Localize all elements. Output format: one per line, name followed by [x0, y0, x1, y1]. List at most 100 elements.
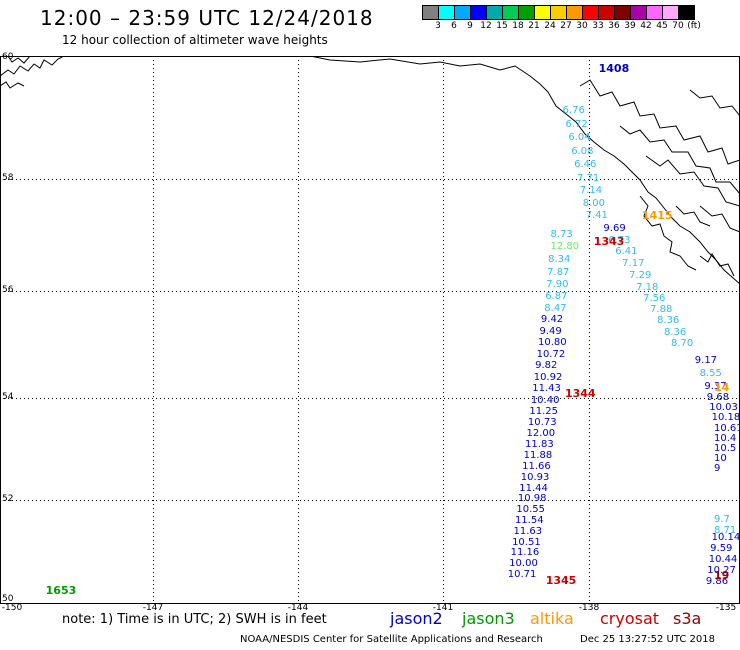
wave-height-value: 6.04	[568, 132, 591, 144]
legend-swatch	[422, 5, 439, 20]
wave-height-value: 7.87	[547, 266, 570, 278]
wave-height-value: 10.61	[714, 422, 740, 434]
legend-swatch-label: 70	[672, 21, 684, 31]
legend-s3a: s3a	[673, 609, 702, 628]
legend-swatch	[438, 5, 455, 20]
wave-height-value: 10.27	[707, 564, 736, 576]
wave-height-value: 7.41	[585, 209, 608, 221]
color-legend-labels: 3 6 9 12 15 18 21 24 27 30 33 36 39 42 45 70 (ft)	[422, 21, 740, 35]
wave-height-value: 11.25	[529, 405, 559, 417]
wave-height-value: 6.08	[571, 145, 594, 157]
wave-height-value: 9.7	[714, 514, 730, 525]
wave-height-value: 10.80	[538, 337, 567, 349]
wave-height-value: 10.4	[714, 432, 737, 444]
timestamp: Dec 25 13:27:52 UTC 2018	[580, 634, 715, 645]
wave-height-value: 8.73	[550, 229, 573, 240]
lat-label: 50	[2, 594, 14, 604]
lon-label: -144	[287, 603, 309, 613]
wave-height-value: 7.18	[636, 281, 659, 293]
legend-swatch	[486, 5, 503, 20]
coastline-kenai	[0, 56, 65, 89]
wave-height-value: 7.90	[546, 278, 569, 290]
wave-height-value: 9.69	[603, 223, 626, 235]
wave-height-value: 11.88	[523, 449, 553, 461]
coastline-islands	[639, 195, 735, 277]
wave-height-value: 8.71	[714, 525, 737, 536]
wave-height-value: 8.34	[548, 254, 571, 266]
lat-label: 58	[2, 173, 14, 183]
legend-swatch	[454, 5, 471, 20]
wave-height-value: 10.51	[512, 536, 541, 548]
wave-height-value: 11.63	[513, 525, 543, 537]
wave-height-value: 7.71	[576, 173, 600, 184]
wave-height-value: 6.76	[562, 105, 585, 117]
pass-time-label: 1653	[45, 584, 77, 597]
wave-height-value: 7.17	[622, 258, 645, 270]
wave-height-value: 7.14	[579, 185, 603, 197]
wave-height-value: 10.00	[509, 558, 538, 569]
wave-height-value: 10.44	[708, 553, 738, 565]
pass-time-label: 1408	[598, 62, 630, 76]
legend-swatch-label: 33	[592, 21, 604, 31]
wave-height-value: 12.80	[550, 241, 580, 253]
legend-swatch	[598, 5, 615, 20]
pass-time-label: 1345	[545, 574, 577, 587]
wave-height-value: 10.98	[517, 493, 547, 505]
legend-swatch-label: 15	[496, 21, 508, 31]
wave-height-value: 10.5	[714, 443, 737, 454]
wave-height-value: 9.59	[710, 542, 733, 554]
wave-height-value: 10.71	[507, 568, 537, 580]
wave-height-value: 10.55	[516, 504, 546, 516]
wave-height-value: 7.88	[650, 304, 673, 316]
wave-height-value: 6.72	[565, 118, 588, 130]
wave-height-value: 6.46	[574, 159, 597, 171]
pass-time-label: 14	[714, 381, 730, 395]
lon-label: -150	[1, 603, 23, 613]
wave-height-value: 10.92	[533, 371, 563, 383]
wave-height-value: 11.16	[510, 547, 540, 559]
footer-note: note: 1) Time is in UTC; 2) SWH is in fe…	[62, 612, 327, 627]
pass-time-label: 1343	[593, 234, 625, 248]
legend-jason3: jason3	[462, 609, 515, 628]
lon-label: -138	[578, 603, 600, 613]
wave-height-value: 9.82	[535, 360, 558, 372]
wave-height-value: 8.55	[699, 367, 722, 379]
lat-label: 56	[2, 285, 14, 295]
wave-height-value: 9.42	[540, 314, 564, 326]
wave-height-value: 9.68	[706, 392, 730, 403]
legend-swatch-label: 18	[512, 21, 524, 31]
legend-swatch-label: 3	[435, 21, 441, 31]
legend-swatch-label: 42	[640, 21, 652, 31]
legend-swatch	[534, 5, 551, 20]
credit-line: NOAA/NESDIS Center for Satellite Applica…	[240, 634, 543, 645]
wave-height-value: 9.37	[704, 381, 727, 393]
map-canvas	[0, 56, 740, 604]
wave-height-value: 10.72	[536, 348, 566, 360]
wave-height-value: 8.70	[670, 337, 694, 349]
page-subtitle: 12 hour collection of altimeter wave hei…	[62, 33, 328, 47]
wave-height-value: 6.41	[615, 246, 638, 258]
legend-swatch	[614, 5, 631, 20]
wave-height-value: 9.86	[705, 575, 729, 587]
wave-height-value: 6.87	[545, 290, 568, 302]
lat-label: 60	[2, 52, 14, 62]
wave-height-value: 7.56	[643, 293, 666, 305]
legend-swatch	[662, 5, 679, 20]
wave-height-value: 12.00	[526, 427, 556, 439]
legend-swatch-label: 27	[560, 21, 572, 31]
wave-height-value: 11.54	[514, 515, 544, 526]
wave-height-value: 11.66	[522, 460, 551, 472]
legend-swatch	[550, 5, 567, 20]
map-panel	[0, 56, 740, 604]
wave-height-value: 10.93	[520, 471, 550, 483]
legend-swatch	[566, 5, 583, 20]
wave-height-value: 9.49	[539, 325, 562, 337]
legend-swatch	[470, 5, 487, 20]
wave-height-value: 10.73	[527, 416, 557, 428]
legend-swatch-label: 24	[544, 21, 556, 31]
graticule	[0, 56, 740, 604]
legend-swatch-label: 30	[576, 21, 588, 31]
wave-height-value: 10.03	[709, 402, 738, 414]
wave-height-value: 9	[714, 463, 721, 475]
wave-height-value: 10.18	[711, 412, 740, 424]
